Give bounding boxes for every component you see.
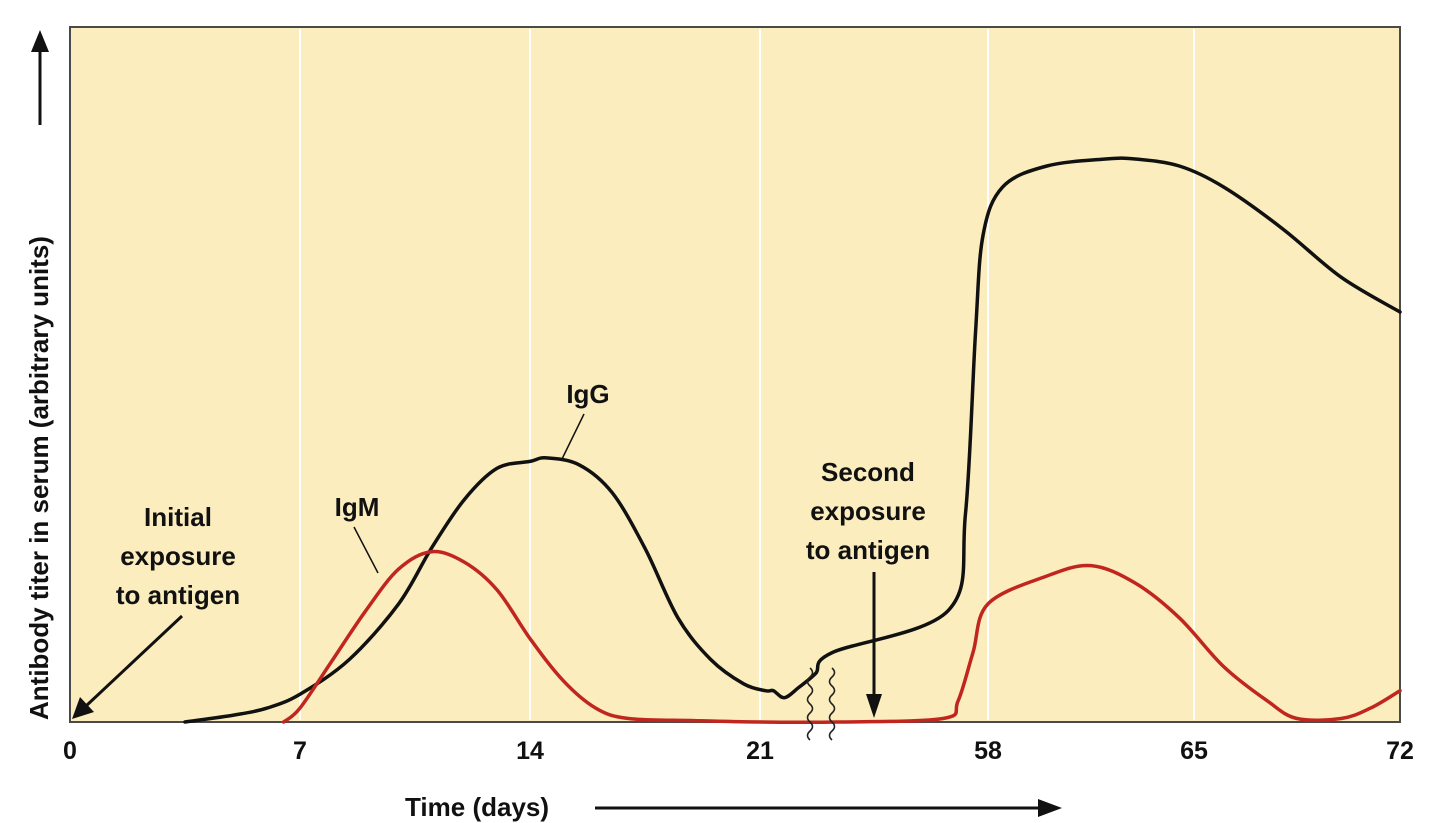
- x-tick-14: 14: [516, 737, 544, 765]
- x-tick-labels: 0 7 14 21 58 65 72: [63, 737, 1414, 765]
- x-axis-title: Time (days): [405, 792, 549, 822]
- x-tick-65: 65: [1180, 737, 1208, 765]
- igm-label: IgM: [335, 492, 380, 522]
- series-line-igm: [281, 549, 1402, 725]
- y-axis-title: Antibody titer in serum (arbitrary units…: [24, 236, 54, 720]
- y-axis-arrow: [31, 30, 49, 125]
- x-tick-0: 0: [63, 737, 77, 765]
- initial-exposure-arrow: [72, 614, 184, 719]
- igg-label: IgG: [566, 379, 609, 409]
- second-exposure-arrow: [866, 572, 882, 718]
- initial-exposure-label: Initial exposure to antigen: [116, 502, 240, 610]
- igm-leader-line: [353, 526, 379, 574]
- igg-leader-line: [561, 413, 585, 460]
- x-tick-7: 7: [293, 737, 307, 765]
- series-layer: [183, 156, 1402, 725]
- axis-break-squiggle-2: [828, 667, 836, 741]
- second-exposure-label: Second exposure to antigen: [806, 457, 930, 565]
- plot-background: [69, 26, 1401, 723]
- x-tick-58: 58: [974, 737, 1002, 765]
- series-line-igg: [183, 156, 1402, 724]
- axis-break-marks: [806, 667, 836, 741]
- x-axis-arrow: [595, 799, 1062, 817]
- x-tick-21: 21: [746, 737, 774, 765]
- x-tick-72: 72: [1386, 737, 1414, 765]
- axis-break-squiggle-1: [806, 667, 814, 741]
